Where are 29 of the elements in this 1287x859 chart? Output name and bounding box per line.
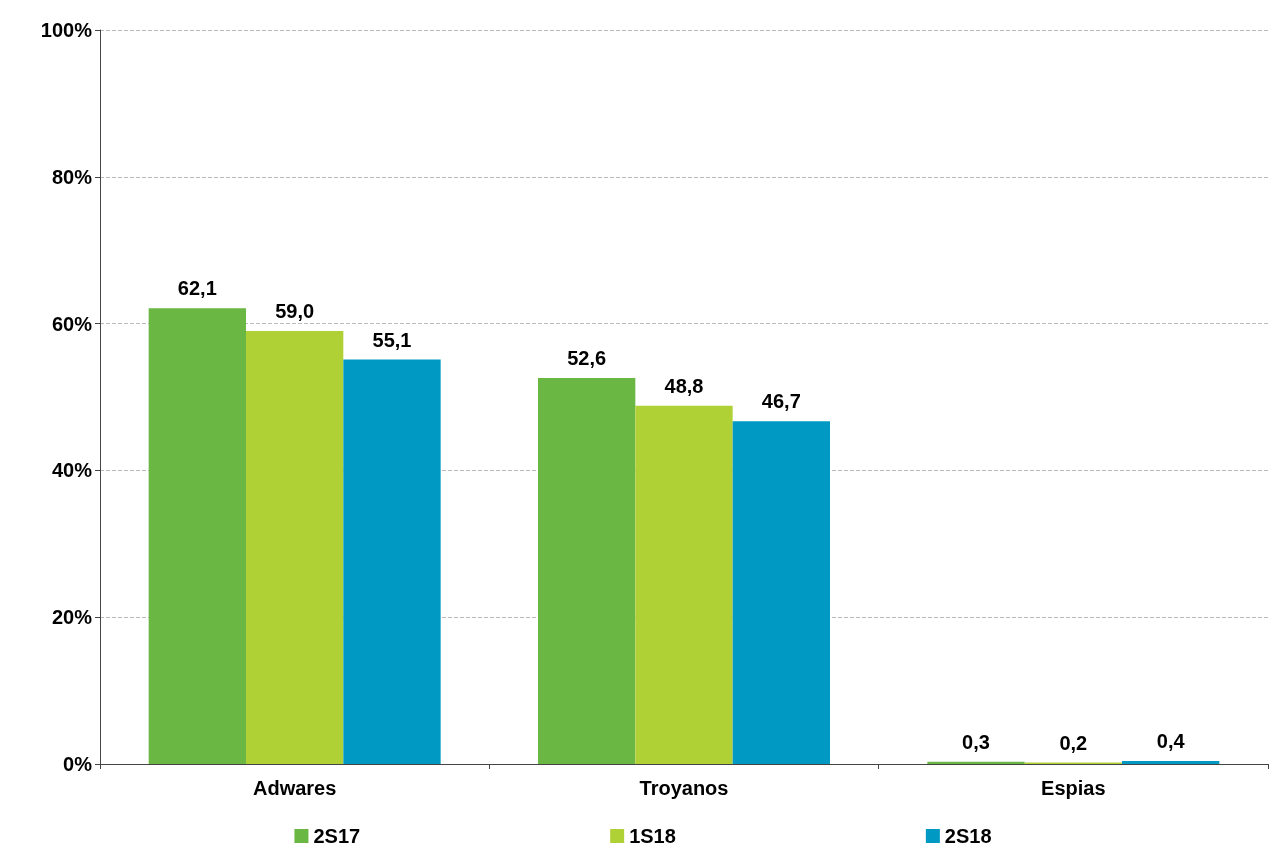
data-label: 0,3 (962, 730, 990, 753)
x-tick-label: Troyanos (639, 777, 729, 799)
y-tick-label: 60% (51, 312, 93, 335)
bar (1122, 761, 1220, 764)
bar (246, 330, 344, 764)
data-label: 59,0 (275, 299, 315, 322)
bar (148, 308, 246, 764)
data-label: 48,8 (664, 374, 704, 397)
data-label: 0,4 (1156, 730, 1186, 753)
y-tick-label: 20% (51, 606, 93, 629)
y-tick-label: 100% (40, 19, 93, 41)
data-label: 62,1 (177, 277, 217, 300)
x-tick-label: Espias (1041, 777, 1106, 799)
x-tick-label: Adwares (252, 777, 337, 799)
bar (927, 761, 1025, 764)
legend-label: 2S17 (313, 825, 361, 847)
y-tick-label: 0% (63, 753, 93, 775)
bar (538, 377, 636, 764)
bar (635, 405, 733, 764)
data-label: 55,1 (372, 328, 412, 351)
legend-label: 2S18 (944, 825, 992, 847)
bar (343, 359, 441, 764)
data-label: 0,2 (1059, 731, 1088, 754)
data-label: 46,7 (761, 390, 801, 413)
y-tick-label: 40% (51, 459, 93, 482)
data-label: 52,6 (567, 346, 607, 369)
legend-label: 1S18 (629, 825, 676, 847)
y-tick-label: 80% (51, 165, 93, 188)
bar (732, 421, 830, 764)
